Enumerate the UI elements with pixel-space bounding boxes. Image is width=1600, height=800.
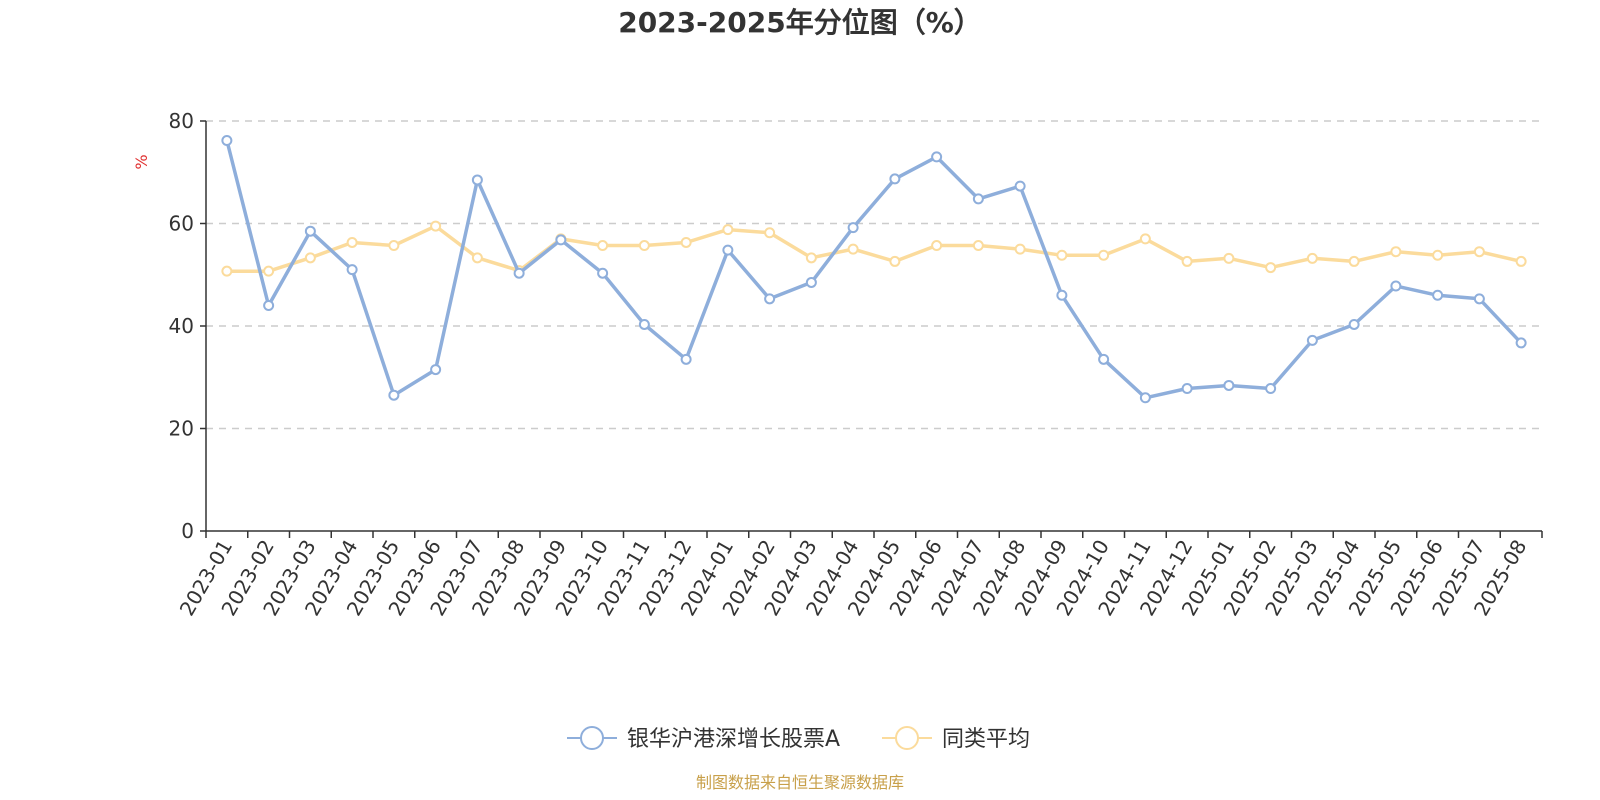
data-point bbox=[263, 265, 275, 277]
x-tick-labels: 2023-012023-022023-032023-042023-052023-… bbox=[175, 536, 1532, 620]
data-point bbox=[972, 193, 984, 205]
data-point bbox=[1390, 280, 1402, 292]
data-point bbox=[1014, 243, 1026, 255]
y-tick-label: 40 bbox=[169, 314, 194, 338]
data-point bbox=[346, 264, 358, 276]
data-point bbox=[513, 267, 525, 279]
source-note: 制图数据来自恒生聚源数据库 bbox=[696, 773, 904, 792]
data-point bbox=[346, 236, 358, 248]
data-point bbox=[805, 276, 817, 288]
series-fund bbox=[221, 134, 1527, 404]
y-tick-label: 0 bbox=[181, 519, 194, 543]
data-point bbox=[555, 234, 567, 246]
data-point bbox=[805, 252, 817, 264]
data-point bbox=[263, 300, 275, 311]
y-tick-label: 20 bbox=[169, 417, 194, 441]
data-point bbox=[1056, 289, 1068, 301]
data-point bbox=[847, 243, 859, 255]
data-point bbox=[1014, 180, 1026, 192]
data-point bbox=[1348, 318, 1360, 330]
data-point bbox=[1139, 392, 1151, 404]
data-point bbox=[1223, 379, 1235, 391]
data-point bbox=[597, 240, 609, 252]
data-point bbox=[764, 227, 776, 239]
data-point bbox=[931, 151, 943, 163]
data-point bbox=[638, 318, 650, 330]
series-lines bbox=[221, 134, 1527, 404]
series-line bbox=[225, 140, 1523, 400]
data-point bbox=[680, 353, 692, 365]
legend-label: 银华沪港深增长股票A bbox=[627, 727, 840, 752]
data-point bbox=[889, 255, 901, 267]
data-point bbox=[680, 236, 692, 248]
data-point bbox=[972, 240, 984, 252]
data-point bbox=[597, 267, 609, 279]
data-point bbox=[430, 364, 442, 376]
data-point bbox=[889, 173, 901, 185]
legend-item-fund[interactable]: 银华沪港深增长股票A bbox=[567, 726, 840, 752]
data-point bbox=[1473, 246, 1485, 258]
data-point bbox=[1265, 383, 1277, 395]
data-point bbox=[1390, 246, 1402, 258]
data-point bbox=[722, 244, 734, 256]
data-point bbox=[1223, 252, 1235, 264]
chart-title: 2023-2025年分位图（%） bbox=[618, 6, 982, 39]
data-point bbox=[1181, 255, 1193, 267]
data-point bbox=[1432, 289, 1444, 301]
data-point bbox=[1348, 255, 1360, 267]
legend-label: 同类平均 bbox=[942, 727, 1030, 752]
data-point bbox=[931, 240, 943, 252]
data-point bbox=[1306, 334, 1318, 346]
data-point bbox=[638, 240, 650, 252]
y-tick-label: 60 bbox=[169, 212, 194, 236]
legend-marker-icon bbox=[580, 726, 604, 750]
axes bbox=[200, 120, 1543, 538]
data-point bbox=[1181, 383, 1193, 395]
y-axis-label: % bbox=[132, 154, 151, 169]
data-point bbox=[1098, 353, 1110, 365]
data-point bbox=[1515, 255, 1527, 267]
data-point bbox=[1515, 337, 1527, 349]
series-average bbox=[221, 220, 1527, 277]
data-point bbox=[471, 252, 483, 264]
data-point bbox=[304, 225, 316, 237]
data-point bbox=[221, 265, 233, 277]
legend-marker-icon bbox=[895, 726, 919, 750]
data-point bbox=[388, 389, 400, 401]
data-point bbox=[471, 174, 483, 186]
data-point bbox=[1098, 249, 1110, 261]
data-point bbox=[1473, 293, 1485, 305]
y-tick-labels: 0 20 40 60 80 bbox=[169, 109, 194, 543]
y-tick-label: 80 bbox=[169, 109, 194, 133]
data-point bbox=[1306, 252, 1318, 264]
series-line bbox=[226, 224, 1522, 273]
legend-item-average[interactable]: 同类平均 bbox=[882, 726, 1030, 752]
data-point bbox=[847, 222, 859, 234]
data-point bbox=[1056, 249, 1068, 261]
data-point bbox=[304, 252, 316, 264]
data-point bbox=[764, 293, 776, 305]
data-point bbox=[388, 240, 400, 252]
grid-lines bbox=[206, 120, 1542, 430]
data-point bbox=[221, 134, 233, 146]
data-point bbox=[1139, 233, 1151, 245]
data-point bbox=[1265, 262, 1277, 274]
data-point bbox=[722, 224, 734, 236]
legend[interactable]: 银华沪港深增长股票A 同类平均 bbox=[567, 726, 1030, 752]
data-point bbox=[430, 220, 442, 232]
data-point bbox=[1432, 249, 1444, 261]
